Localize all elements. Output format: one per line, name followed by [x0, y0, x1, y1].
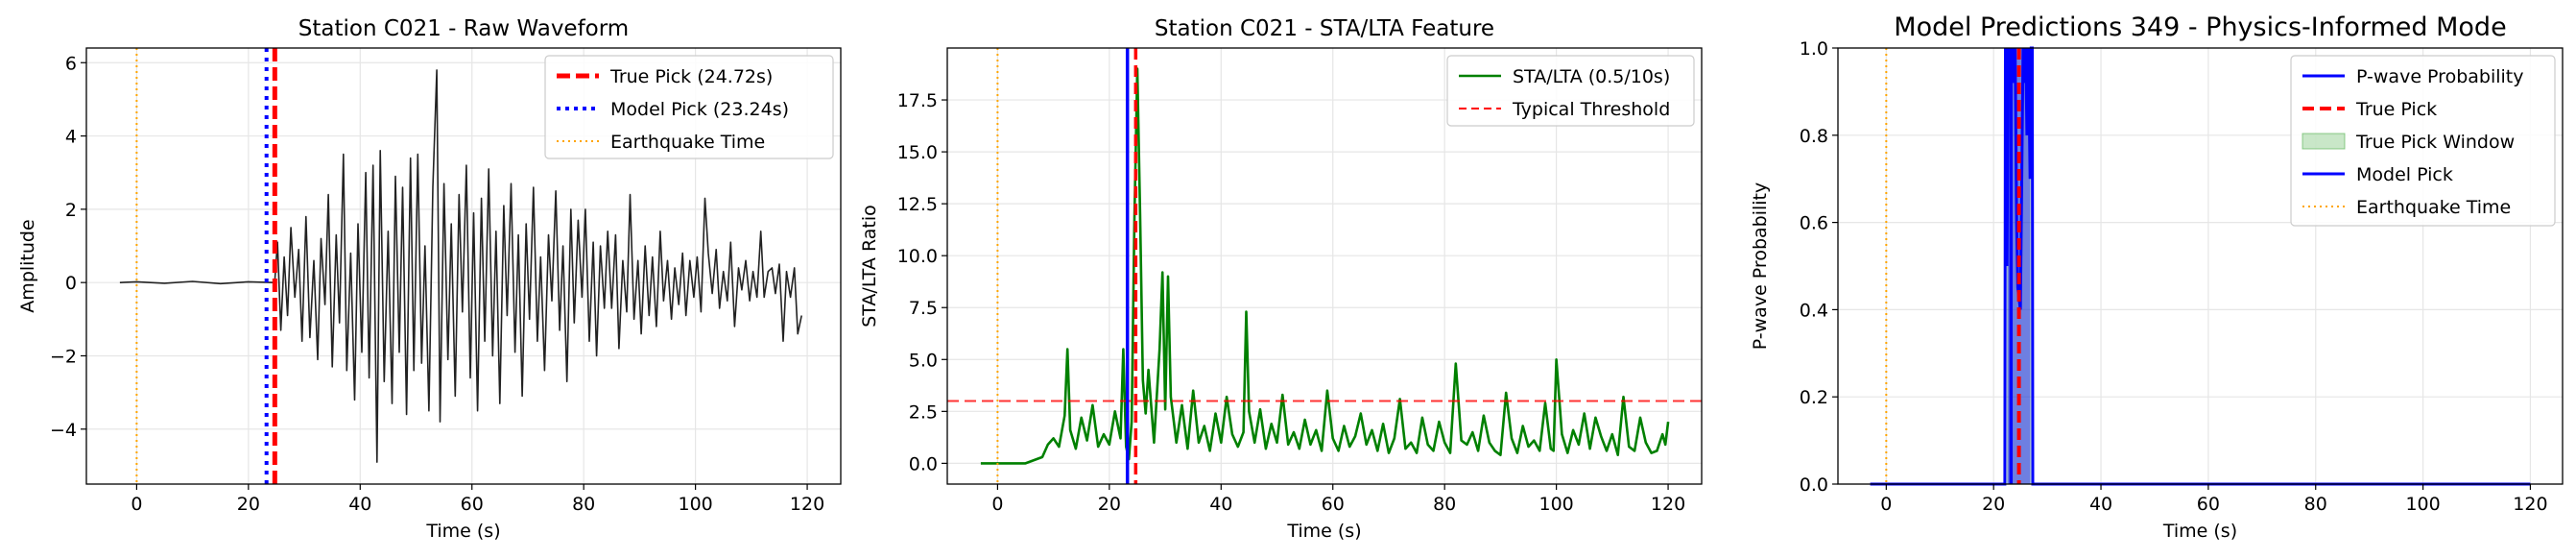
- y-tick-label: 10.0: [897, 246, 938, 267]
- chart-title: Model Predictions 349 - Physics-Informed…: [1894, 12, 2506, 42]
- marker-lines: [1885, 48, 2021, 484]
- marker-lines: [996, 48, 1138, 484]
- chart-title: Station C021 - Raw Waveform: [298, 16, 629, 41]
- x-tick-label: 100: [1538, 494, 1573, 515]
- legend: STA/LTA (0.5/10s) Typical Threshold: [1446, 55, 1695, 127]
- y-tick-label: 1.0: [1800, 38, 1828, 60]
- stalta-panel: 0 20 40 60 80 100 120 0.0 2.5 5.0 7.5 10.0 12.5 15.0 1…: [859, 16, 1703, 542]
- x-tick-label: 100: [678, 494, 712, 515]
- x-tick-label: 0: [1880, 494, 1892, 515]
- x-tick-label: 80: [572, 494, 595, 515]
- legend-entry: P-wave Probability: [2356, 66, 2524, 87]
- legend-entry: Earthquake Time: [610, 132, 765, 153]
- ticks: 0 20 40 60 80 100 120 −4 −2 0 2 4 6: [50, 53, 824, 515]
- y-tick-label: 0.0: [1800, 474, 1828, 496]
- y-tick-label: −2: [50, 346, 77, 367]
- x-tick-label: 20: [237, 494, 260, 515]
- legend-entry: True Pick Window: [2355, 132, 2515, 153]
- legend-box: [544, 55, 834, 159]
- y-tick-label: 0: [65, 273, 77, 294]
- x-tick-label: 20: [1982, 494, 2005, 515]
- waveform-line: [119, 69, 802, 463]
- y-tick-label: 0.0: [909, 453, 938, 474]
- ticks: 0 20 40 60 80 100 120 0.0 2.5 5.0 7.5 10.0 12.5 15.0 1…: [897, 90, 1686, 515]
- legend: P-wave Probability True Pick True Pick Win…: [2290, 55, 2556, 227]
- y-tick-label: 0.4: [1800, 300, 1828, 321]
- y-tick-label: 2: [65, 200, 77, 221]
- axes-frame: [85, 47, 842, 485]
- legend-box: [2290, 55, 2556, 227]
- x-axis-label: Time (s): [425, 521, 500, 542]
- y-tick-label: 7.5: [909, 298, 938, 319]
- x-axis-label: Time (s): [2162, 521, 2237, 542]
- x-tick-label: 80: [2304, 494, 2327, 515]
- legend-entry: True Pick: [2355, 99, 2437, 120]
- y-tick-label: 15.0: [897, 142, 938, 163]
- series-lines: [119, 69, 802, 463]
- y-tick-label: −4: [50, 420, 77, 441]
- x-tick-label: 0: [991, 494, 1003, 515]
- y-tick-label: 0.2: [1800, 387, 1828, 408]
- legend-entry: Earthquake Time: [2356, 197, 2511, 218]
- x-tick-label: 100: [2405, 494, 2440, 515]
- legend-entry: Model Pick: [2356, 164, 2453, 185]
- axes-frame: [946, 47, 1703, 485]
- x-tick-label: 80: [1433, 494, 1456, 515]
- y-tick-label: 6: [65, 53, 77, 74]
- marker-lines: [135, 48, 277, 484]
- legend-swatch: [2302, 133, 2346, 150]
- y-tick-label: 0.6: [1800, 213, 1828, 234]
- raw-waveform-panel: 0 20 40 60 80 100 120 −4 −2 0 2 4 6 Station C021 - R…: [17, 16, 842, 542]
- y-tick-label: 2.5: [909, 401, 938, 423]
- y-tick-label: 4: [65, 127, 77, 148]
- model-predictions-panel: 0 20 40 60 80 100 120 0.0 0.2 0.4 0.6 0.8 1.0 Model …: [1750, 12, 2564, 542]
- x-tick-label: 0: [131, 494, 142, 515]
- x-tick-label: 40: [1209, 494, 1232, 515]
- y-tick-label: 5.0: [909, 350, 938, 371]
- x-tick-label: 120: [1651, 494, 1685, 515]
- x-tick-label: 40: [348, 494, 371, 515]
- chart-title: Station C021 - STA/LTA Feature: [1155, 16, 1494, 41]
- legend-entry: STA/LTA (0.5/10s): [1513, 66, 1670, 87]
- x-tick-label: 120: [2513, 494, 2547, 515]
- legend-entry: Typical Threshold: [1512, 99, 1670, 120]
- y-axis-label: STA/LTA Ratio: [859, 205, 880, 328]
- y-axis-label: Amplitude: [17, 219, 38, 312]
- x-axis-label: Time (s): [1286, 521, 1361, 542]
- x-tick-label: 60: [1322, 494, 1345, 515]
- axes-frame: [1837, 47, 2564, 485]
- x-tick-label: 60: [461, 494, 484, 515]
- ticks: 0 20 40 60 80 100 120 0.0 0.2 0.4 0.6 0.8 1.0: [1800, 38, 2548, 515]
- legend-box: [1446, 55, 1695, 127]
- legend-entry: True Pick (24.72s): [609, 66, 773, 87]
- y-tick-label: 0.8: [1800, 126, 1828, 147]
- y-axis-label: P-wave Probability: [1750, 182, 1771, 351]
- legend: True Pick (24.72s) Model Pick (23.24s) Ear…: [544, 55, 834, 159]
- x-tick-label: 60: [2197, 494, 2220, 515]
- y-tick-label: 12.5: [897, 194, 938, 215]
- x-tick-label: 20: [1098, 494, 1121, 515]
- legend-entry: Model Pick (23.24s): [610, 99, 789, 120]
- grid: [947, 48, 1702, 484]
- y-tick-label: 17.5: [897, 90, 938, 111]
- x-tick-label: 40: [2089, 494, 2112, 515]
- x-tick-label: 120: [790, 494, 824, 515]
